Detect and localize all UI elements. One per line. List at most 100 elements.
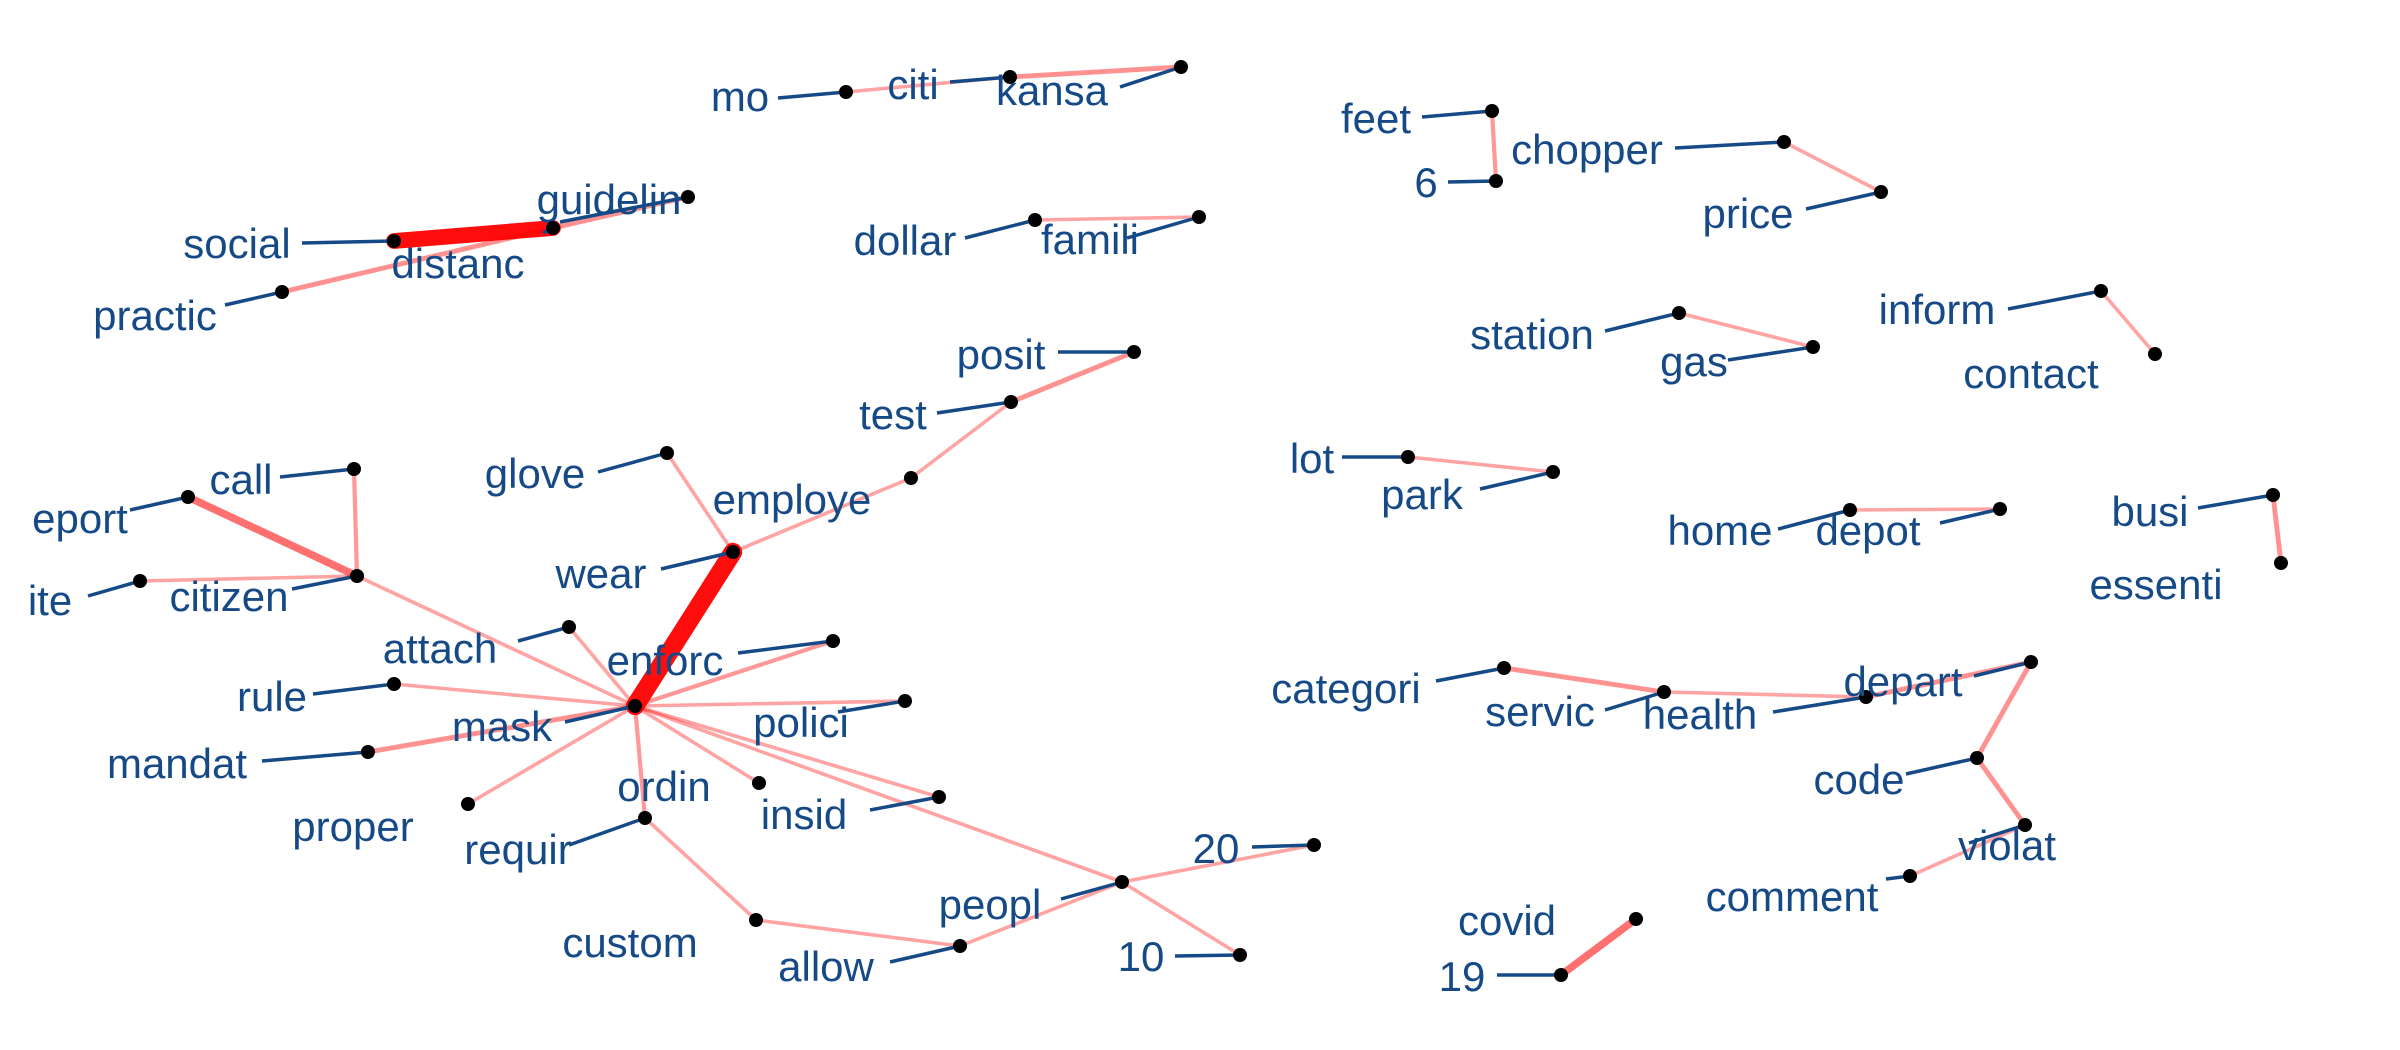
node-20: 20 [1193,825,1321,872]
leader-line-violat [1968,823,2026,845]
node-dot-6 [1489,174,1503,188]
leader-line-busi [2197,493,2274,510]
node-dot-essenti [2274,556,2288,570]
node-dot-violat [2018,818,2032,832]
edge-posit-test [1008,349,1137,405]
node-cite: ite [28,574,147,624]
edge-categori-servic [1501,665,1667,695]
node-station: station [1470,306,1686,358]
leader-line-test [936,400,1012,415]
edge-mandat-mask [365,703,638,755]
edge-test-employe [909,400,1013,480]
node-allow: allow [778,939,967,990]
word-label-lot: lot [1290,435,1335,482]
word-label-proper: proper [292,803,413,850]
node-code: code [1813,751,1984,803]
word-label-cite: ite [28,577,72,624]
node-dot-proper [461,797,475,811]
word-label-home: home [1667,507,1772,554]
node-peopl: peopl [939,875,1129,928]
node-citizen: citizen [169,569,364,620]
node-price: price [1702,185,1888,237]
node-home: home [1667,503,1857,554]
node-dot-20 [1307,838,1321,852]
node-lot: lot [1290,435,1415,482]
word-label-social: social [183,220,290,267]
node-mo: mo [711,73,853,120]
node-dot-custom [749,913,763,927]
edge-attach-mask [567,625,637,708]
edge-social-distanc [386,220,561,249]
node-citi: citi [887,61,1017,108]
leader-line-feet [1421,109,1493,119]
word-label-test: test [859,391,927,438]
leader-line-gas [1727,345,1814,362]
node-dot-station [1672,306,1686,320]
edge-citizen-mask [355,574,637,708]
leader-line-rule [312,682,395,696]
node-polici: polici [753,694,912,746]
leader-line-call [279,467,355,479]
node-categori: categori [1271,661,1511,712]
word-label-station: station [1470,311,1594,358]
node-social: social [183,220,401,267]
node-dot-citizen [350,569,364,583]
word-label-inform: inform [1879,286,1996,333]
word-label-price: price [1702,190,1793,237]
word-label-6: 6 [1414,159,1437,206]
word-label-polici: polici [753,699,849,746]
word-label-employe: employe [713,476,872,523]
leader-line-kansa [1119,65,1182,89]
word-label-health: health [1643,691,1757,738]
leader-line-peopl [1060,880,1123,901]
node-dot-10 [1233,948,1247,962]
node-busi: busi [2111,488,2280,535]
word-label-allow: allow [778,943,874,990]
edge-busi-essenti [2270,492,2284,566]
node-dot-wear [726,545,740,559]
node-dot-posit [1127,345,1141,359]
node-insid: insid [761,790,946,838]
word-label-citizen: citizen [169,573,288,620]
word-label-call: call [209,456,272,503]
word-label-distanc: distanc [391,240,524,287]
node-dot-mask [628,699,642,713]
node-servic: servic [1485,685,1671,735]
node-dot-insid [932,790,946,804]
edge-depart-code [1974,659,2034,761]
node-dot-guidelin [681,190,695,204]
edge-report-citizen [184,493,361,580]
node-proper: proper [292,797,475,850]
word-label-posit: posit [957,331,1046,378]
node-posit: posit [957,331,1141,378]
leader-line-code [1905,756,1978,776]
node-dot-mo [839,85,853,99]
node-dot-dollar [1028,213,1042,227]
word-label-violat: violat [1958,822,2056,869]
edge-call-citizen [351,466,360,579]
node-contact: contact [1963,347,2162,397]
node-dot-chopper [1777,135,1791,149]
edge-rule-mask [392,682,637,708]
node-dot-categori [1497,661,1511,675]
word-label-gas: gas [1660,338,1728,385]
word-label-glove: glove [485,450,585,497]
leader-line-dollar [964,218,1036,240]
node-distanc: distanc [391,221,560,287]
edge-peopl-10 [1120,880,1242,957]
node-dot-park [1546,465,1560,479]
node-dot-peopl [1115,875,1129,889]
node-inform: inform [1879,284,2108,333]
word-label-depart: depart [1843,658,1962,705]
word-label-covid: covid [1458,897,1556,944]
node-dot-call [347,462,361,476]
node-covid: covid [1458,897,1643,944]
edge-layer [138,64,2284,979]
node-dollar: dollar [854,213,1042,264]
edge-dollar-famili [1033,215,1201,222]
node-custom: custom [562,913,763,966]
edge-station-gas [1677,311,1815,349]
node-dot-allow [953,939,967,953]
edge-cite-citizen [138,574,359,583]
node-report: eport [32,490,195,542]
